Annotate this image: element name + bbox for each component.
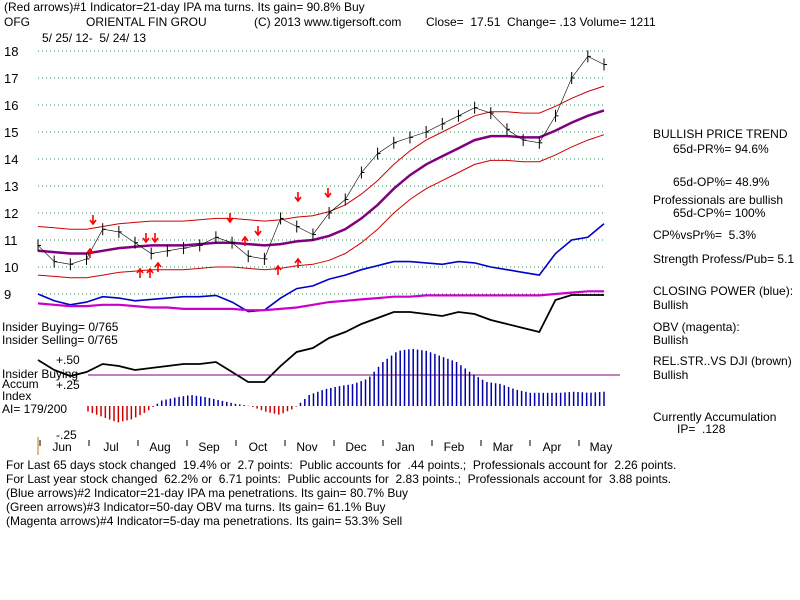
buy-arrow-icon — [86, 247, 94, 258]
moving-average-line — [37, 109, 605, 255]
x-tick-label: Sep — [198, 440, 220, 454]
insider-selling: Insider Selling= 0/765 — [2, 333, 118, 347]
price-trace — [37, 56, 605, 265]
cp-stat: 65d-CP%= 100% — [673, 206, 766, 220]
upper-band-line — [37, 85, 605, 230]
ai-stat: AI= 179/200 — [2, 402, 68, 416]
closing-power-line — [37, 223, 605, 313]
op-stat: 65d-OP%= 48.9% — [673, 175, 770, 189]
x-tick-label: Jan — [395, 440, 414, 454]
x-tick-label: Aug — [149, 440, 170, 454]
footer-blue-arrows: (Blue arrows)#2 Indicator=21-day IPA ma … — [6, 486, 408, 500]
obv-label: OBV (magenta): — [653, 320, 740, 334]
obv-line — [37, 290, 604, 312]
y-tick-label: 9 — [4, 287, 11, 302]
buy-arrow-icon — [154, 261, 162, 272]
y-tick-label: 15 — [4, 125, 18, 140]
trend-title: BULLISH PRICE TREND — [653, 127, 788, 141]
copyright: (C) 2013 www.tigersoft.com — [254, 15, 402, 29]
insider-buying: Insider Buying= 0/765 — [2, 320, 119, 334]
buy-arrow-icon — [241, 235, 249, 246]
y-tick-label: 18 — [4, 44, 18, 59]
y-tick-label: 17 — [4, 71, 18, 86]
quote-line: Close= 17.51 Change= .13 Volume= 1211 — [426, 15, 656, 29]
index-label: Index — [2, 389, 32, 403]
sell-arrow-icon — [324, 188, 332, 199]
buy-arrow-icon — [274, 264, 282, 275]
accum-plus50: +.50 — [56, 353, 80, 367]
x-tick-label: Oct — [249, 440, 268, 454]
relative-strength-line — [37, 294, 604, 383]
indicator-1-line: (Red arrows)#1 Indicator=21-day IPA ma t… — [4, 0, 365, 14]
buy-arrow-icon — [136, 267, 144, 278]
ip-stat: IP= .128 — [677, 422, 726, 436]
pr-stat: 65d-PR%= 94.6% — [673, 142, 769, 156]
sell-arrow-icon — [89, 215, 97, 226]
y-tick-label: 12 — [4, 206, 18, 221]
accum-status: Currently Accumulation — [653, 410, 777, 424]
lower-band-line — [37, 134, 605, 279]
sell-arrow-icon — [294, 192, 302, 203]
sell-arrow-icon — [142, 233, 150, 244]
accum-label: Accum — [2, 377, 39, 391]
x-tick-label: Apr — [543, 440, 562, 454]
buy-arrow-icon — [146, 267, 154, 278]
x-tick-label: Jun — [52, 440, 71, 454]
pros-bullish: Professionals are bullish — [653, 193, 784, 207]
y-tick-label: 14 — [4, 152, 18, 167]
y-tick-label: 13 — [4, 179, 18, 194]
x-tick-label: Dec — [345, 440, 366, 454]
x-tick-label: Mar — [493, 440, 514, 454]
buy-arrow-icon — [294, 257, 302, 268]
strength-stat: Strength Profess/Pub= 5.1 — [653, 252, 795, 266]
x-tick-label: May — [590, 440, 613, 454]
x-tick-label: Jul — [103, 440, 118, 454]
closing-power-value: Bullish — [653, 298, 689, 312]
obv-value: Bullish — [653, 333, 689, 347]
accum-minus25: -.25 — [56, 428, 77, 442]
footer-magenta-arrows: (Magenta arrows)#4 Indicator=5-day ma pe… — [6, 514, 403, 528]
relstr-value: Bullish — [653, 368, 689, 382]
sell-arrow-icon — [254, 226, 262, 237]
ticker: OFG — [4, 15, 30, 29]
company-name: ORIENTAL FIN GROU — [86, 15, 207, 29]
insider-buying-2: Insider Buying — [2, 367, 79, 381]
footer-year: For Last year stock changed 62.2% or 6.7… — [6, 472, 672, 486]
y-tick-label: 11 — [4, 233, 18, 248]
sell-arrow-icon — [151, 233, 159, 244]
y-tick-label: 10 — [4, 260, 18, 275]
closing-power-label: CLOSING POWER (blue): — [653, 284, 794, 298]
y-tick-label: 16 — [4, 98, 18, 113]
cpvspr-stat: CP%vsPr%= 5.3% — [653, 228, 757, 242]
relstr-label: REL.STR..VS DJI (brown) — [653, 354, 792, 368]
accum-plus25: +.25 — [56, 378, 80, 392]
x-tick-label: Nov — [296, 440, 317, 454]
sell-arrow-icon — [226, 213, 234, 224]
footer-green-arrows: (Green arrows)#3 Indicator=50-day OBV ma… — [6, 500, 386, 514]
footer-65day: For Last 65 days stock changed 19.4% or … — [6, 458, 677, 472]
date-range: 5/ 25/ 12- 5/ 24/ 13 — [42, 31, 147, 45]
x-tick-label: Feb — [444, 440, 465, 454]
